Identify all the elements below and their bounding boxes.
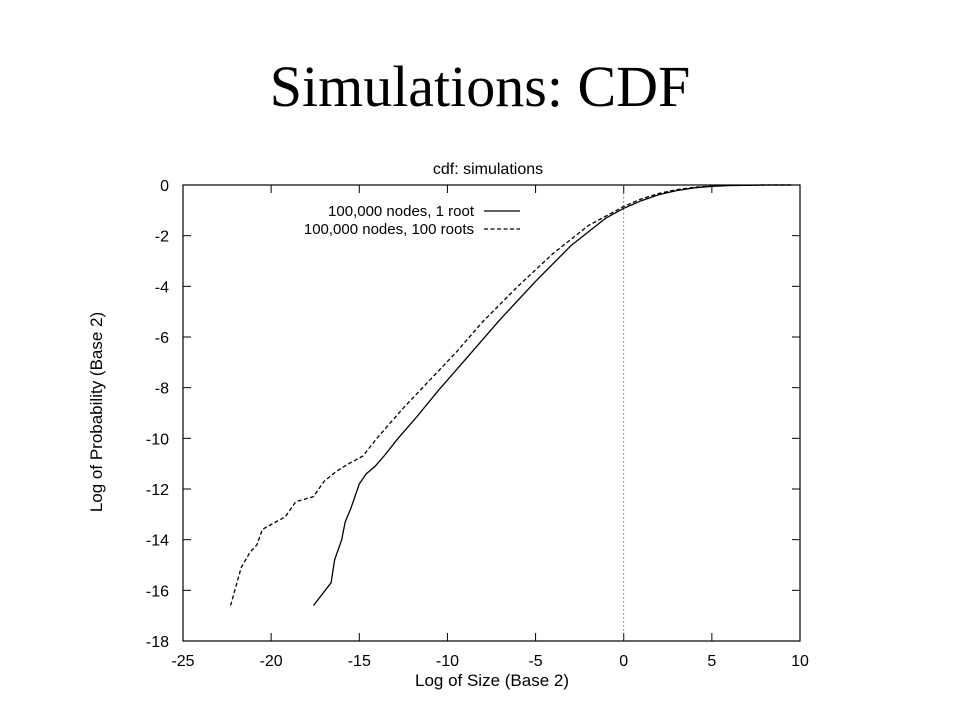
x-tick-label: -25 xyxy=(171,653,194,670)
series-line-1 xyxy=(312,184,792,606)
x-tick-label: -20 xyxy=(260,653,283,670)
y-tick-label: -14 xyxy=(146,533,169,550)
y-tick-label: -6 xyxy=(155,330,169,347)
y-tick-label: 0 xyxy=(160,178,169,195)
y-tick-label: -12 xyxy=(146,482,169,499)
x-axis-label: Log of Size (Base 2) xyxy=(415,671,569,690)
legend-label-2: 100,000 nodes, 100 roots xyxy=(304,221,474,238)
y-tick-label: -18 xyxy=(146,634,169,651)
x-tick-label: 0 xyxy=(619,653,628,670)
x-tick-label: 5 xyxy=(707,653,716,670)
x-tick-label: -15 xyxy=(348,653,371,670)
y-tick-label: -8 xyxy=(155,381,169,398)
plot-area: -25 -20 -15 -10 -5 0 5 10 0 -2 -4 -6 -8 -10 -12 -14 -16 -… xyxy=(146,178,809,670)
y-axis-label: Log of Probability (Base 2) xyxy=(87,312,106,512)
x-tick-label: 10 xyxy=(791,653,809,670)
slide-title: Simulations: CDF xyxy=(269,54,691,119)
plot-frame xyxy=(182,184,801,642)
y-tick-label: -2 xyxy=(155,229,169,246)
x-tick-label: -5 xyxy=(528,653,542,670)
series-line-2 xyxy=(229,184,792,606)
x-tick-label: -10 xyxy=(436,653,459,670)
y-tick-label: -10 xyxy=(146,431,169,448)
chart-title: cdf: simulations xyxy=(433,161,543,178)
y-tick-label: -16 xyxy=(146,583,169,600)
legend-label-1: 100,000 nodes, 1 root xyxy=(328,203,475,220)
y-tick-label: -4 xyxy=(155,279,169,296)
